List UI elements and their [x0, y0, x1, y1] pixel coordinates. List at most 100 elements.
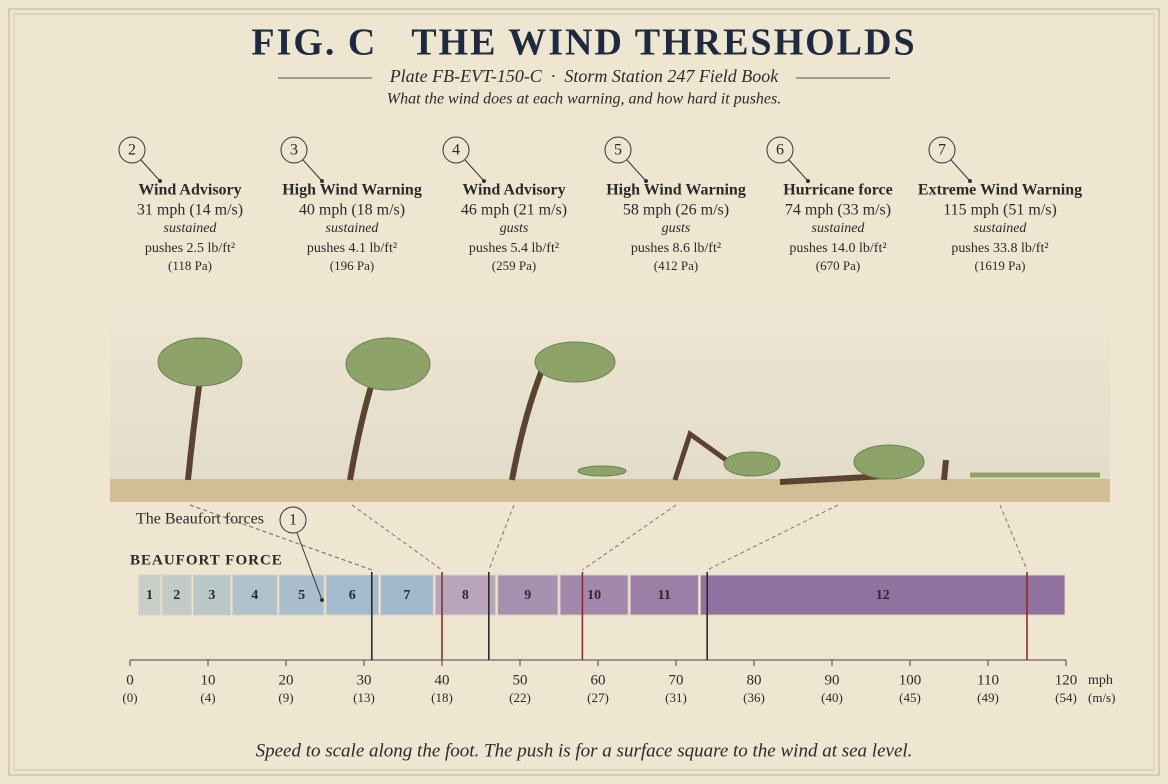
leader	[302, 159, 323, 182]
tick-label: 40	[435, 672, 450, 688]
callout-circle	[118, 136, 146, 164]
tick-label: 30	[357, 672, 372, 688]
callout-number: 7	[938, 142, 946, 159]
tick-label-ms: (36)	[743, 690, 765, 705]
band-number: 9	[524, 588, 531, 603]
callout-speed: 115 mph (51 m/s)	[943, 202, 1057, 219]
connector	[351, 504, 443, 571]
leader	[140, 159, 161, 182]
tick-label-ms: (31)	[665, 690, 687, 705]
band-number: 3	[208, 588, 215, 603]
note-leader	[296, 532, 323, 601]
tick-label-ms: (13)	[353, 690, 375, 705]
callout-circle	[928, 136, 956, 164]
band-number: 7	[403, 588, 410, 603]
callout-title: Extreme Wind Warning	[918, 182, 1082, 199]
callout-speed: 74 mph (33 m/s)	[785, 202, 891, 219]
callout-number: 2	[128, 142, 136, 159]
callout-circle	[766, 136, 794, 164]
band-number: 8	[462, 588, 469, 603]
tick-label: 60	[591, 672, 606, 688]
beaufort-band	[699, 574, 1066, 616]
callout-pa: (196 Pa)	[330, 258, 374, 273]
callout-circle	[442, 136, 470, 164]
callout-pa: (118 Pa)	[168, 258, 212, 273]
callout-number: 3	[290, 142, 298, 159]
callout-kind: sustained	[326, 221, 380, 236]
callout-title: Wind Advisory	[138, 182, 241, 199]
callout-pushes: pushes 2.5 lb/ft²	[145, 241, 235, 256]
callout-pushes: pushes 33.8 lb/ft²	[951, 241, 1048, 256]
leader	[950, 159, 971, 182]
leader-dot	[644, 179, 648, 183]
callout-number: 4	[452, 142, 460, 159]
tick-label: 100	[899, 672, 922, 688]
tick-label: 90	[825, 672, 840, 688]
band-number: 10	[587, 588, 601, 603]
callout-pa: (412 Pa)	[654, 258, 698, 273]
leader-dot	[158, 179, 162, 183]
callout-kind: sustained	[164, 221, 218, 236]
tick-label: 120	[1055, 672, 1078, 688]
callout-pa: (1619 Pa)	[975, 258, 1026, 273]
tick-label-ms: (54)	[1055, 690, 1077, 705]
connector	[582, 504, 677, 571]
beaufort-band	[497, 574, 559, 616]
band-number: 1	[146, 588, 153, 603]
tick-label-ms: (0)	[122, 690, 137, 705]
beaufort-band	[629, 574, 699, 616]
tick-label-ms: (9)	[278, 690, 293, 705]
band-label: BEAUFORT FORCE	[130, 552, 283, 568]
callout-number: 5	[614, 142, 622, 159]
leader-dot	[806, 179, 810, 183]
frame-inner	[13, 13, 1155, 771]
trees	[157, 337, 1100, 485]
callout-kind: sustained	[812, 221, 866, 236]
tick-label-ms: (45)	[899, 690, 921, 705]
note-number: 1	[289, 512, 297, 529]
scene-sky	[110, 300, 1110, 485]
leader-dot	[968, 179, 972, 183]
callout-speed: 40 mph (18 m/s)	[299, 202, 405, 219]
tick-label: 70	[669, 672, 684, 688]
band-number: 2	[173, 588, 180, 603]
beaufort-band	[380, 574, 434, 616]
tick-label-ms: (4)	[200, 690, 215, 705]
tick-label: 50	[513, 672, 528, 688]
note-connector	[189, 504, 373, 571]
leader	[788, 159, 809, 182]
tick-label: 10	[201, 672, 216, 688]
callout-kind: gusts	[662, 221, 691, 236]
band-number: 5	[298, 588, 305, 603]
callout-circle	[604, 136, 632, 164]
leader-dot	[320, 179, 324, 183]
axis-unit-ms: (m/s)	[1088, 690, 1115, 705]
beaufort-band	[161, 574, 192, 616]
callout-speed: 46 mph (21 m/s)	[461, 202, 567, 219]
connector	[488, 504, 515, 571]
beaufort-band	[559, 574, 629, 616]
tick-label: 0	[126, 672, 134, 688]
callout-speed: 31 mph (14 m/s)	[137, 202, 243, 219]
callout-title: Wind Advisory	[462, 182, 565, 199]
callout-title: Hurricane force	[783, 182, 892, 199]
tick-label: 20	[279, 672, 294, 688]
beaufort-band	[278, 574, 325, 616]
leader	[626, 159, 647, 182]
tick-label-ms: (49)	[977, 690, 999, 705]
callout-kind: sustained	[974, 221, 1028, 236]
callout-pushes: pushes 14.0 lb/ft²	[789, 241, 886, 256]
band-number: 11	[658, 588, 671, 603]
frame	[8, 8, 1160, 776]
beaufort-band	[231, 574, 278, 616]
callout-pa: (670 Pa)	[816, 258, 860, 273]
connector	[706, 504, 839, 571]
beaufort-band	[325, 574, 380, 616]
callout-pushes: pushes 4.1 lb/ft²	[307, 241, 397, 256]
callout-number: 6	[776, 142, 784, 159]
tick-label-ms: (40)	[821, 690, 843, 705]
leader	[464, 159, 485, 182]
subtitle: Plate FB-EVT-150-C · Storm Station 247 F…	[389, 66, 780, 86]
